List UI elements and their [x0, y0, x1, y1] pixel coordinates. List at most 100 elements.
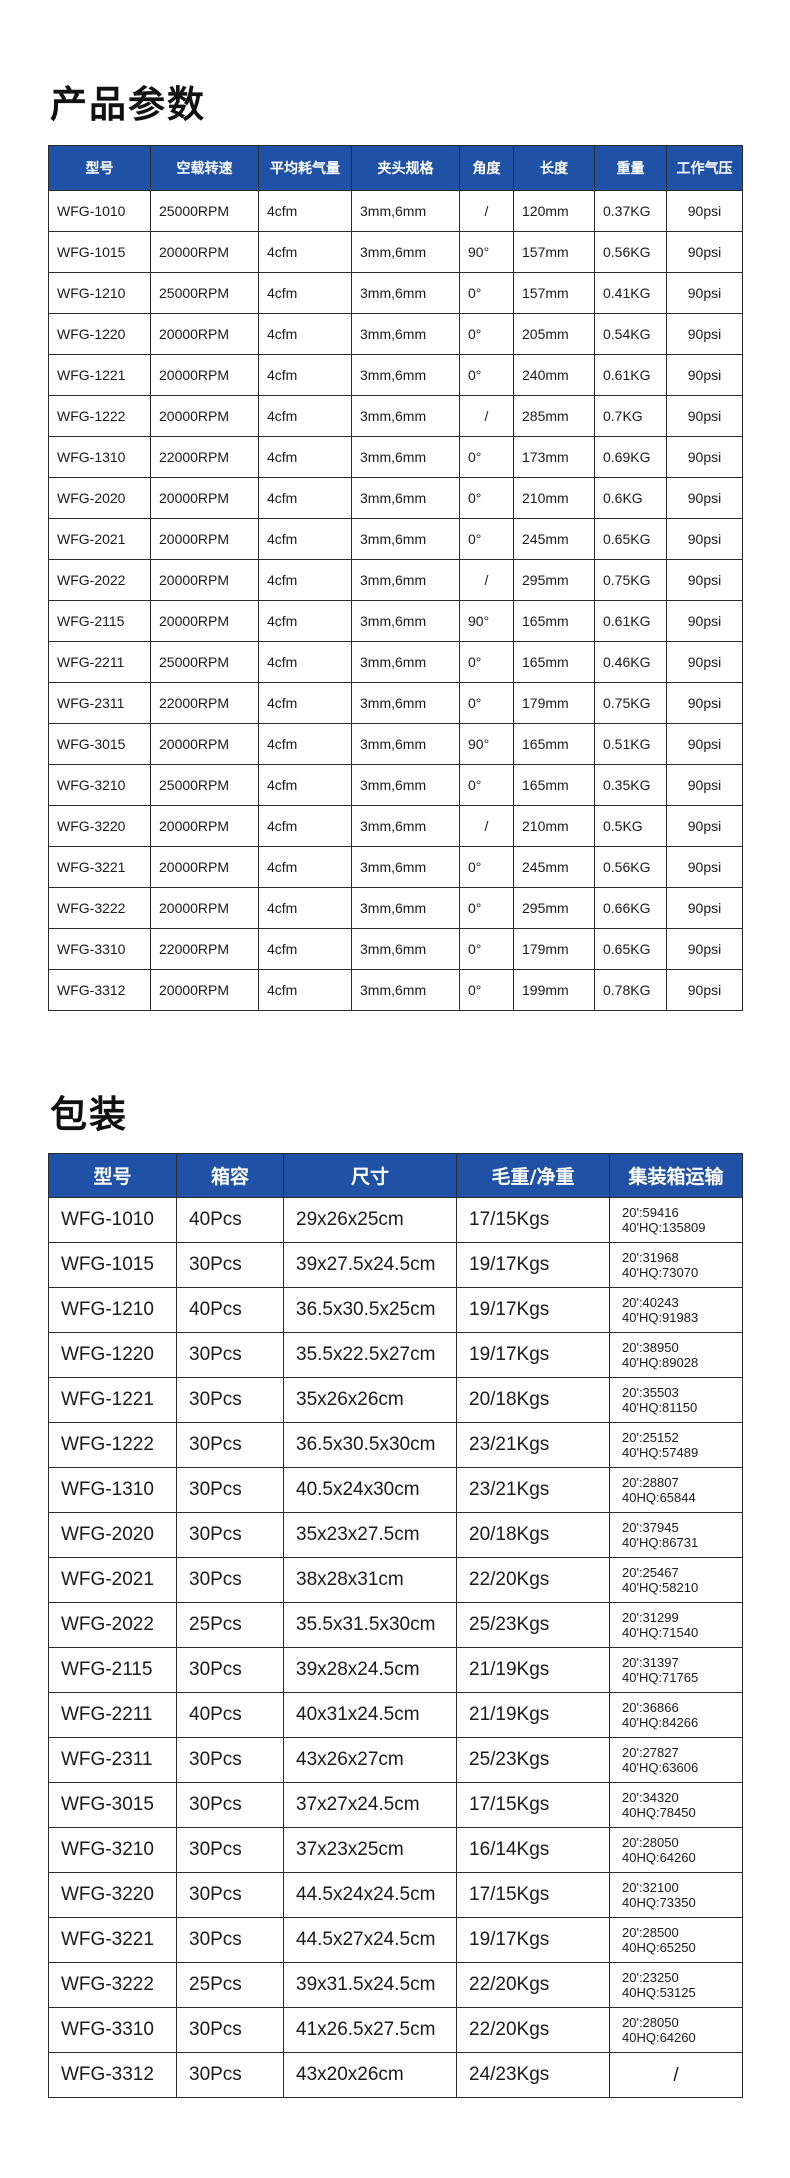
spec-cell: 0° — [459, 477, 514, 519]
pack-container-cell: / — [609, 2052, 743, 2098]
pack-cell: 19/17Kgs — [456, 1917, 610, 1963]
spec-table-row: WFG-2311 22000RPM 4cfm 3mm,6mm 0° 179mm 0.75KG… — [48, 682, 743, 724]
pack-container-cell: 20':31299 40'HQ:71540 — [609, 1602, 743, 1648]
spec-cell: 20000RPM — [150, 313, 259, 355]
spec-table-row: WFG-1210 25000RPM 4cfm 3mm,6mm 0° 157mm 0.41KG… — [48, 272, 743, 314]
spec-cell: / — [459, 395, 514, 437]
pack-table-row: WFG-1015 30Pcs 39x27.5x24.5cm 19/17Kgs 20':3… — [48, 1242, 743, 1288]
spec-cell: 20000RPM — [150, 969, 259, 1011]
pack-cell: 23/21Kgs — [456, 1467, 610, 1513]
pack-cell: 38x28x31cm — [283, 1557, 457, 1603]
spec-cell: 3mm,6mm — [351, 395, 460, 437]
container-capacity-line: / — [673, 2064, 679, 2086]
spec-table-row: WFG-1221 20000RPM 4cfm 3mm,6mm 0° 240mm 0.61KG… — [48, 354, 743, 396]
spec-table-row: WFG-1010 25000RPM 4cfm 3mm,6mm/120mm 0.37KG 9… — [48, 190, 743, 232]
pack-container-cell: 20':25152 40'HQ:57489 — [609, 1422, 743, 1468]
container-capacity-line: 40'HQ:81150 — [622, 1400, 698, 1415]
pack-cell: 22/20Kgs — [456, 1557, 610, 1603]
container-capacity-line: 20':23250 — [622, 1970, 679, 1985]
spec-cell: 3mm,6mm — [351, 969, 460, 1011]
spec-cell: WFG-1221 — [48, 354, 151, 396]
pack-container-cell: 20':32100 40HQ:73350 — [609, 1872, 743, 1918]
pack-cell: 35x26x26cm — [283, 1377, 457, 1423]
pack-cell: WFG-1310 — [48, 1467, 177, 1513]
spec-cell: 0° — [459, 682, 514, 724]
pack-table-row: WFG-1210 40Pcs 36.5x30.5x25cm 19/17Kgs 20':4… — [48, 1287, 743, 1333]
spec-table-row: WFG-3221 20000RPM 4cfm 3mm,6mm 0° 245mm 0.56KG… — [48, 846, 743, 888]
container-capacity-line: 40HQ:64260 — [622, 1850, 696, 1865]
pack-cell: 21/19Kgs — [456, 1647, 610, 1693]
spec-cell: 25000RPM — [150, 190, 259, 232]
container-capacity-line: 40'HQ:86731 — [622, 1535, 699, 1550]
spec-cell: 90psi — [666, 928, 743, 970]
spec-cell: / — [459, 559, 514, 601]
pack-cell: WFG-2311 — [48, 1737, 177, 1783]
pack-header-container: 集装箱运输 — [609, 1153, 743, 1198]
pack-table-row: WFG-3221 30Pcs 44.5x27x24.5cm 19/17Kgs 20':2… — [48, 1917, 743, 1963]
spec-cell: 90psi — [666, 190, 743, 232]
pack-cell: 22/20Kgs — [456, 2007, 610, 2053]
container-capacity-line: 20':40243 — [622, 1295, 679, 1310]
spec-cell: 90° — [459, 231, 514, 273]
spec-cell: 210mm — [513, 477, 595, 519]
pack-table-row: WFG-2115 30Pcs 39x28x24.5cm 21/19Kgs 20':313… — [48, 1647, 743, 1693]
container-capacity-line: 40'HQ:71765 — [622, 1670, 699, 1685]
pack-table-row: WFG-3015 30Pcs 37x27x24.5cm 17/15Kgs 20':343… — [48, 1782, 743, 1828]
spec-cell: 285mm — [513, 395, 595, 437]
spec-cell: 157mm — [513, 272, 595, 314]
spec-cell: WFG-3310 — [48, 928, 151, 970]
pack-cell: 17/15Kgs — [456, 1197, 610, 1243]
spec-cell: 3mm,6mm — [351, 436, 460, 478]
spec-cell: 20000RPM — [150, 518, 259, 560]
spec-cell: WFG-1220 — [48, 313, 151, 355]
spec-cell: 3mm,6mm — [351, 723, 460, 765]
spec-cell: 179mm — [513, 682, 595, 724]
spec-cell: 0.35KG — [594, 764, 667, 806]
spec-cell: WFG-2115 — [48, 600, 151, 642]
spec-cell: 4cfm — [258, 518, 352, 560]
spec-cell: 0° — [459, 436, 514, 478]
container-capacity-line: 20':35503 — [622, 1385, 679, 1400]
pack-container-cell: 20':23250 40HQ:53125 — [609, 1962, 743, 2008]
pack-cell: 37x27x24.5cm — [283, 1782, 457, 1828]
spec-cell: 0.69KG — [594, 436, 667, 478]
spec-cell: 4cfm — [258, 805, 352, 847]
spec-cell: 22000RPM — [150, 928, 259, 970]
pack-cell: 20/18Kgs — [456, 1512, 610, 1558]
spec-table-row: WFG-1220 20000RPM 4cfm 3mm,6mm 0° 205mm 0.54KG… — [48, 313, 743, 355]
pack-cell: 20/18Kgs — [456, 1377, 610, 1423]
spec-cell: WFG-2022 — [48, 559, 151, 601]
spec-cell: 0.65KG — [594, 518, 667, 560]
spec-cell: 90psi — [666, 764, 743, 806]
spec-table-row: WFG-3015 20000RPM 4cfm 3mm,6mm 90° 165mm 0.51K… — [48, 723, 743, 765]
pack-cell: 19/17Kgs — [456, 1242, 610, 1288]
pack-table-row: WFG-2211 40Pcs 40x31x24.5cm 21/19Kgs 20':368… — [48, 1692, 743, 1738]
spec-cell: WFG-3222 — [48, 887, 151, 929]
spec-header-angle: 角度 — [459, 145, 514, 191]
spec-cell: 0° — [459, 641, 514, 683]
pack-container-cell: 20':37945 40'HQ:86731 — [609, 1512, 743, 1558]
spec-cell: 4cfm — [258, 231, 352, 273]
spec-cell: 20000RPM — [150, 395, 259, 437]
pack-cell: WFG-3015 — [48, 1782, 177, 1828]
spec-cell: 3mm,6mm — [351, 764, 460, 806]
pack-cell: WFG-3210 — [48, 1827, 177, 1873]
pack-section-title: 包装 — [50, 1093, 128, 1136]
spec-cell: WFG-1010 — [48, 190, 151, 232]
spec-cell: 0.54KG — [594, 313, 667, 355]
spec-cell: 157mm — [513, 231, 595, 273]
pack-cell: 16/14Kgs — [456, 1827, 610, 1873]
spec-table-row: WFG-3210 25000RPM 4cfm 3mm,6mm 0° 165mm 0.35KG… — [48, 764, 743, 806]
spec-cell: 20000RPM — [150, 887, 259, 929]
pack-container-cell: 20':28050 40HQ:64260 — [609, 1827, 743, 1873]
pack-cell: 30Pcs — [176, 1647, 284, 1693]
pack-cell: 30Pcs — [176, 1422, 284, 1468]
spec-cell: 3mm,6mm — [351, 559, 460, 601]
spec-cell: 3mm,6mm — [351, 313, 460, 355]
spec-cell: 90° — [459, 723, 514, 765]
spec-cell: 4cfm — [258, 395, 352, 437]
spec-cell: 0.46KG — [594, 641, 667, 683]
container-capacity-line: 40'HQ:91983 — [622, 1310, 699, 1325]
spec-cell: 0.56KG — [594, 231, 667, 273]
spec-cell: 4cfm — [258, 723, 352, 765]
